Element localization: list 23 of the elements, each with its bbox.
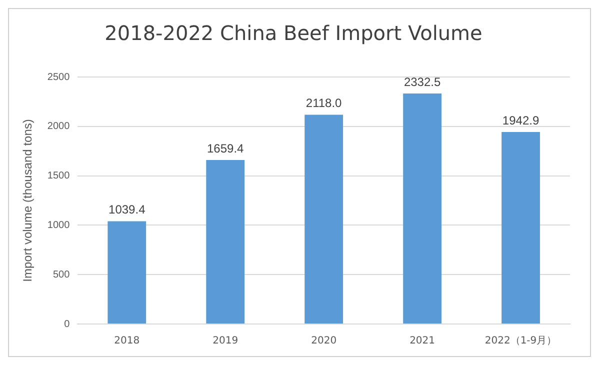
bar: [403, 94, 442, 324]
y-axis-title: Import volume (thousand tons): [20, 119, 35, 282]
data-label: 2118.0: [306, 96, 342, 110]
data-label: 1039.4: [108, 202, 146, 217]
y-tick-label: 0: [64, 318, 70, 330]
y-tick-label: 500: [52, 269, 70, 280]
bar: [304, 114, 344, 324]
x-tick-label: 2019: [212, 336, 238, 347]
bar: [206, 160, 245, 324]
data-label: 1942.9: [502, 113, 540, 128]
y-tick-label: 1500: [47, 170, 70, 182]
y-tick-label: 2000: [47, 121, 70, 132]
x-tick-label: 2021: [410, 336, 436, 347]
data-label: 2332.5: [404, 74, 441, 89]
x-tick-label: 2020: [311, 336, 337, 347]
bar: [502, 132, 540, 324]
y-tick-label: 1000: [47, 220, 70, 231]
x-tick-label: 2018: [114, 336, 140, 347]
bar: [108, 221, 146, 324]
x-tick-label: 2022（1-9月）: [484, 336, 557, 347]
data-label: 1659.4: [207, 141, 244, 156]
chart-title: 2018-2022 China Beef Import Volume: [104, 21, 482, 46]
y-tick-label: 2500: [47, 72, 70, 83]
